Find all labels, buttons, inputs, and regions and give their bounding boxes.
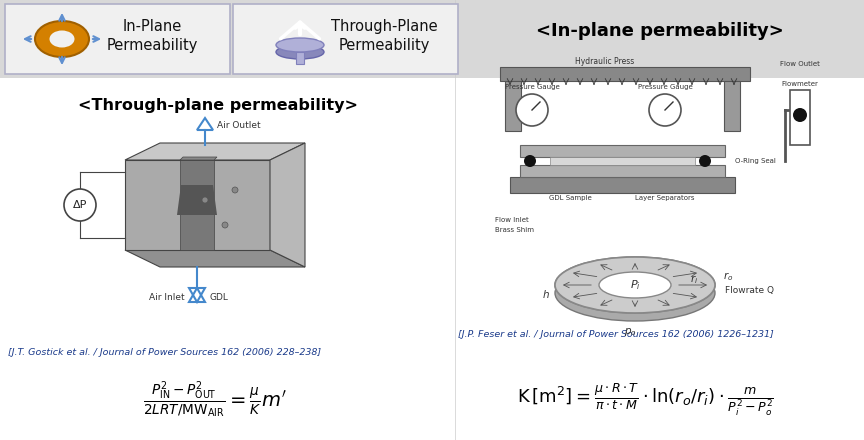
Text: O-Ring Seal: O-Ring Seal: [735, 158, 776, 164]
Polygon shape: [125, 160, 270, 250]
Text: Pressure Gauge: Pressure Gauge: [505, 84, 559, 90]
Text: Layer Separators: Layer Separators: [635, 195, 695, 201]
Text: $h$: $h$: [542, 288, 550, 300]
Ellipse shape: [555, 257, 715, 313]
FancyArrowPatch shape: [281, 22, 320, 39]
Text: Flow Outlet: Flow Outlet: [780, 61, 820, 67]
Text: $\frac{P_{\mathrm{IN}}^2 - P_{\mathrm{OUT}}^2}{2LRT/\mathrm{MW}_{\mathrm{AIR}}} : $\frac{P_{\mathrm{IN}}^2 - P_{\mathrm{OU…: [143, 380, 287, 420]
Polygon shape: [180, 160, 214, 250]
Polygon shape: [125, 143, 305, 160]
Circle shape: [524, 155, 536, 167]
Bar: [724, 81, 740, 131]
Ellipse shape: [599, 276, 671, 302]
Bar: [790, 90, 810, 145]
Text: <In-plane permeability>: <In-plane permeability>: [537, 22, 784, 40]
Polygon shape: [180, 157, 217, 160]
Circle shape: [793, 108, 807, 122]
Text: Flowmeter: Flowmeter: [782, 81, 818, 87]
Polygon shape: [177, 185, 217, 215]
Bar: [500, 67, 750, 81]
Text: Hydraulic Press: Hydraulic Press: [575, 57, 635, 66]
Bar: [550, 157, 695, 165]
Circle shape: [649, 94, 681, 126]
Bar: [0, 0, 864, 78]
Ellipse shape: [555, 257, 715, 313]
Text: Pressure Gauge: Pressure Gauge: [638, 84, 692, 90]
Text: $P_i$: $P_i$: [630, 278, 640, 292]
Ellipse shape: [276, 45, 324, 59]
Text: $p_o$: $p_o$: [624, 326, 637, 338]
Ellipse shape: [555, 265, 715, 321]
Text: Brass Shim: Brass Shim: [495, 227, 534, 233]
Ellipse shape: [49, 30, 74, 48]
Text: [J.P. Feser et al. / Journal of Power Sources 162 (2006) 1226–1231]: [J.P. Feser et al. / Journal of Power So…: [458, 330, 774, 339]
Bar: [296, 52, 304, 64]
Circle shape: [222, 222, 228, 228]
Circle shape: [516, 94, 548, 126]
Text: Air Inlet: Air Inlet: [149, 293, 185, 301]
Circle shape: [64, 189, 96, 221]
Text: GDL: GDL: [209, 293, 228, 301]
Ellipse shape: [276, 38, 324, 52]
Bar: [520, 145, 725, 157]
Bar: [510, 177, 735, 193]
Text: ΔP: ΔP: [73, 200, 87, 210]
Text: <Through-plane permeability>: <Through-plane permeability>: [78, 98, 358, 113]
Circle shape: [202, 197, 208, 203]
Ellipse shape: [35, 21, 89, 57]
Text: [J.T. Gostick et al. / Journal of Power Sources 162 (2006) 228–238]: [J.T. Gostick et al. / Journal of Power …: [8, 348, 321, 357]
Text: $\mathrm{K\,[m^2]} = \frac{\mu \cdot R \cdot T}{\pi \cdot t \cdot M} \cdot \ln(r: $\mathrm{K\,[m^2]} = \frac{\mu \cdot R \…: [517, 382, 773, 418]
Bar: [233, 4, 458, 74]
Text: $r_o$: $r_o$: [723, 271, 734, 283]
Bar: [5, 4, 230, 74]
Text: $r_i$: $r_i$: [690, 274, 698, 286]
Polygon shape: [270, 143, 305, 267]
Polygon shape: [125, 250, 305, 267]
Circle shape: [699, 155, 711, 167]
Ellipse shape: [599, 272, 671, 298]
Ellipse shape: [599, 272, 671, 298]
Bar: [520, 165, 725, 177]
Text: Through-Plane
Permeability: Through-Plane Permeability: [331, 18, 437, 53]
Bar: [505, 81, 521, 131]
Text: Air Outlet: Air Outlet: [217, 121, 261, 131]
Text: GDL Sample: GDL Sample: [549, 195, 591, 201]
Text: Flow Inlet: Flow Inlet: [495, 217, 529, 223]
Text: In-Plane
Permeability: In-Plane Permeability: [106, 18, 198, 53]
Text: Flowrate Q: Flowrate Q: [725, 286, 774, 294]
Circle shape: [232, 187, 238, 193]
